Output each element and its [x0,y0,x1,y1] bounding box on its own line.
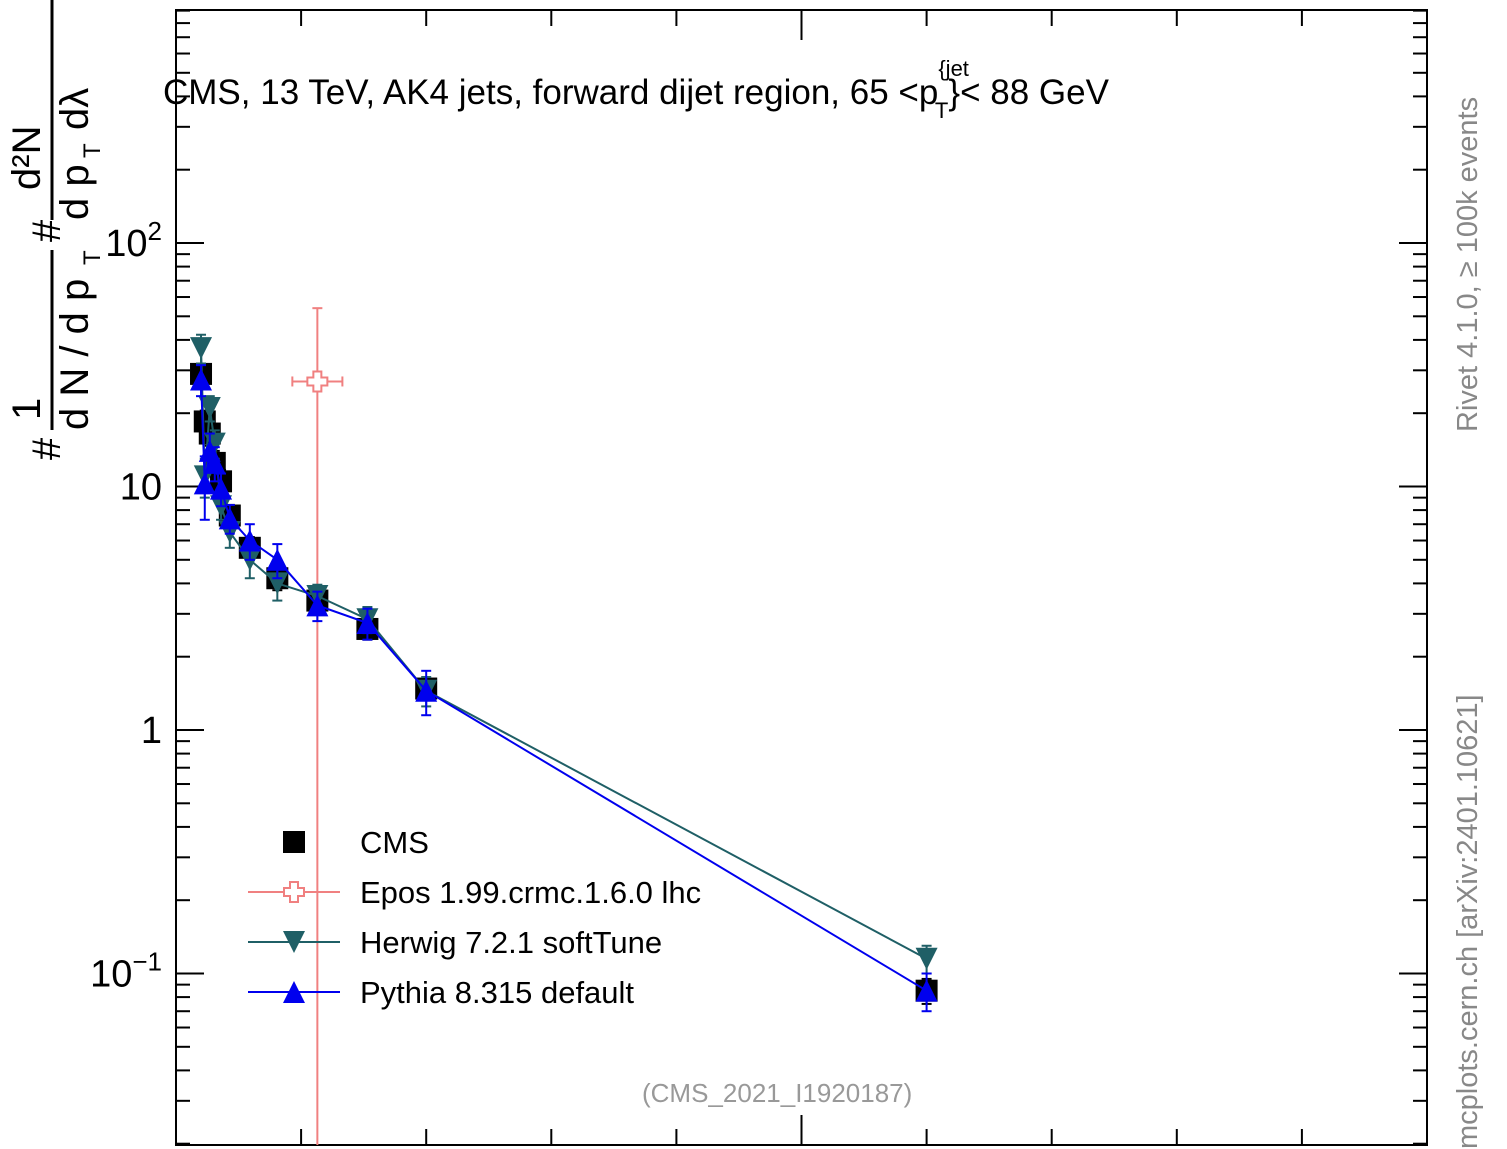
y-tick-label: 1 [141,710,162,752]
data-point [306,370,329,393]
svg-text:d N / d p: d N / d p [53,279,97,430]
svg-text:#: # [25,219,69,242]
svg-text:1: 1 [5,398,49,420]
y-tick-label: 10−1 [90,947,162,996]
data-point [190,337,213,360]
data-point [203,451,226,474]
legend-marker [283,981,305,1003]
data-point [266,548,289,571]
plot-marks [190,307,938,1145]
data-point [238,529,261,552]
data-point [193,472,216,495]
data-point [198,397,221,420]
legend: CMS Epos 1.99.crmc.1.6.0 lhc Herwig 7.2.1 … [248,825,701,1010]
y-tick-label: 10 [120,467,162,509]
y-axis-label: # 1 d N / d p T # d²N d p T dλ [5,0,106,460]
data-point [210,477,233,500]
svg-text:dλ: dλ [53,88,97,130]
legend-marker [283,881,305,903]
data-point [915,947,938,970]
plot-axes: 102 10 1 10−1 [90,9,1428,1146]
data-point [415,679,438,702]
svg-text:d p: d p [53,164,97,220]
data-point [306,594,329,617]
legend-label: Epos 1.99.crmc.1.6.0 lhc [360,875,701,910]
svg-text:d²N: d²N [5,126,49,190]
legend-label: Herwig 7.2.1 softTune [360,925,662,960]
data-point [915,979,938,1002]
chart-title: CMS, 13 TeV, AK4 jets, forward dijet reg… [163,56,1109,123]
data-point [266,572,289,595]
mcplots-label: mcplots.cern.ch [arXiv:2401.10621] [1452,694,1484,1149]
y-tick-label: 102 [105,216,162,265]
svg-text:#: # [25,437,69,460]
svg-text:T: T [79,143,106,158]
data-point [218,507,241,530]
data-point [190,368,213,391]
legend-label: Pythia 8.315 default [360,975,634,1010]
svg-text:T: T [79,250,106,265]
source-label: (CMS_2021_I1920187) [642,1078,913,1108]
rivet-version-label: Rivet 4.1.0, ≥ 100k events [1452,96,1484,432]
data-point [356,612,379,635]
series-1 [291,307,344,1145]
legend-label: CMS [360,825,429,860]
legend-marker [283,931,305,953]
series-line [200,348,928,960]
series-3 [190,364,938,1013]
legend-marker [283,831,305,853]
